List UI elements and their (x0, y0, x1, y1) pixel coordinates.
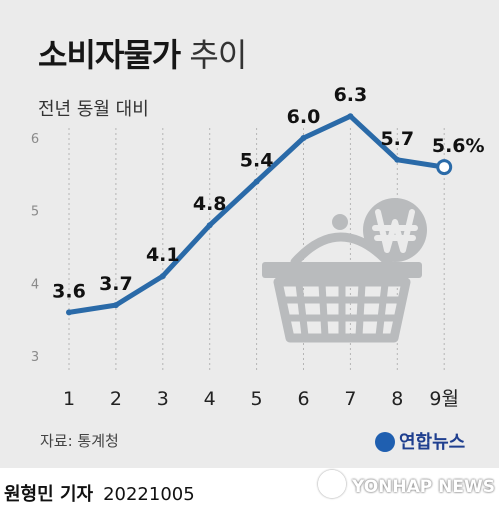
x-tick-label: 7 (344, 388, 356, 410)
x-tick-label: 2 (110, 388, 122, 410)
data-point (66, 309, 72, 316)
x-tick-label: 5 (251, 388, 263, 410)
title-main: 소비자물가 (38, 36, 181, 74)
title-suffix: 추이 (189, 36, 247, 74)
value-label: 5.7 (380, 128, 414, 150)
source-note: 자료: 통계청 (40, 432, 119, 450)
value-label: 4.1 (146, 244, 180, 266)
data-point (394, 156, 401, 163)
value-label: 6.0 (287, 106, 321, 128)
value-label: 3.7 (99, 273, 133, 295)
value-labels: 3.6 3.7 4.1 4.8 5.4 6.0 6.3 5.7 5.6% (52, 84, 484, 302)
y-tick-label: 4 (31, 277, 39, 292)
page-title: 소비자물가 추이 (38, 30, 247, 76)
value-label: 4.8 (193, 193, 227, 215)
data-point (347, 113, 354, 120)
watermark-text: YONHAP NEWS (352, 477, 495, 497)
publish-date: 20221005 (103, 484, 195, 505)
byline: 원형민 기자 20221005 (4, 480, 195, 506)
data-points (66, 113, 453, 316)
value-label: 5.4 (240, 150, 274, 172)
line-chart: 3 4 5 6 3.6 3.7 4.1 4.8 5.4 6.0 6.3 5.7 5.6% 1 2 3 4 5 6… (31, 84, 485, 410)
value-label: 3.6 (52, 280, 86, 302)
x-tick-label: 9월 (429, 388, 459, 410)
agency-logo: 연합뉴스 (375, 428, 465, 454)
data-point (206, 222, 213, 229)
reporter-name: 원형민 기자 (4, 484, 94, 505)
agency-mark-icon (375, 432, 395, 452)
y-axis: 3 4 5 6 (31, 132, 39, 365)
x-tick-label: 8 (391, 388, 403, 410)
x-axis: 1 2 3 4 5 6 7 8 9월 (63, 388, 459, 410)
agency-name: 연합뉴스 (399, 432, 466, 453)
won-sign-icon (372, 209, 418, 253)
x-tick-label: 6 (297, 388, 309, 410)
y-tick-label: 6 (31, 132, 39, 147)
watermark: YONHAP NEWS (318, 470, 495, 498)
data-point-current (436, 159, 453, 176)
value-label: 6.3 (334, 84, 368, 106)
data-point (159, 273, 166, 280)
x-tick-label: 4 (204, 388, 216, 410)
y-tick-label: 5 (31, 205, 39, 220)
value-label: 5.6% (432, 135, 485, 157)
x-tick-label: 1 (63, 388, 75, 410)
data-point (300, 135, 307, 141)
y-tick-label: 3 (31, 350, 39, 365)
data-point (253, 178, 260, 185)
chart-subtitle: 전년 동월 대비 (38, 99, 149, 120)
data-point (112, 302, 119, 309)
x-tick-label: 3 (157, 388, 169, 410)
watermark-logo-icon (318, 470, 346, 498)
basket-icon (262, 198, 427, 343)
